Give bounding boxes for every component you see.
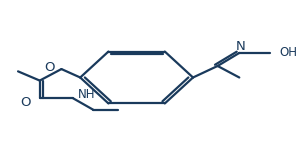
Text: NH: NH bbox=[78, 88, 96, 101]
Text: N: N bbox=[236, 40, 246, 53]
Text: O: O bbox=[45, 61, 55, 74]
Text: OH: OH bbox=[279, 46, 297, 59]
Text: O: O bbox=[20, 96, 31, 109]
